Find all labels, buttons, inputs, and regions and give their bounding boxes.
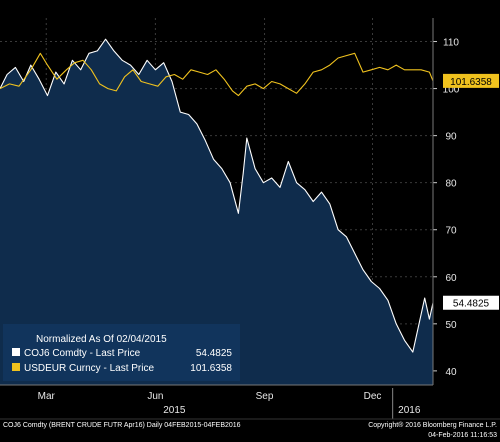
y-tick-label-80: 80	[445, 179, 457, 190]
y-tick-label-70: 70	[445, 226, 457, 237]
y-tick-label-100: 100	[443, 85, 460, 96]
x-axis: Mar Jun Sep Dec 2015 2016	[0, 384, 433, 419]
last-value-tag-2: 101.6358	[450, 77, 492, 88]
last-value-tag-bg-1	[443, 295, 499, 310]
legend: Normalized As Of 02/04/2015 COJ6 Comdty …	[3, 324, 240, 381]
footer-timestamp: 04-Feb-2016 11:16:53	[428, 432, 497, 439]
legend-swatch-coj6	[12, 348, 20, 356]
x-tick-label-sep: Sep	[256, 391, 274, 402]
legend-swatch-usdeur	[12, 363, 20, 371]
x-tick-label-jun: Jun	[147, 391, 163, 402]
plot-area	[0, 38, 434, 385]
y-axis: 40 50 60 70 80 90 100 110	[432, 18, 460, 385]
legend-title: Normalized As Of 02/04/2015	[36, 334, 167, 345]
legend-box	[3, 324, 240, 381]
legend-series-2-value: 101.6358	[190, 363, 232, 374]
series-line-2	[0, 52, 434, 97]
series-line-1	[0, 38, 434, 353]
series-area-1	[0, 39, 433, 385]
legend-series-1-value: 54.4825	[196, 348, 233, 359]
x-tick-label-mar: Mar	[38, 391, 56, 402]
y-tick-label-40: 40	[445, 367, 457, 378]
legend-series-2-name: USDEUR Curncy - Last Price	[24, 363, 154, 374]
x-year-label-2015: 2015	[163, 405, 186, 416]
y-tick-label-50: 50	[445, 320, 457, 331]
footer-left: COJ6 Comdty (BRENT CRUDE FUTR Apr16) Dai…	[3, 422, 241, 429]
footer-copyright: Copyright® 2016 Bloomberg Finance L.P.	[368, 421, 497, 429]
x-tick-label-dec: Dec	[364, 391, 382, 402]
y-tick-label-90: 90	[445, 132, 457, 143]
x-year-label-2016: 2016	[398, 405, 421, 416]
y-tick-label-110: 110	[443, 38, 459, 49]
y-tick-label-60: 60	[445, 273, 457, 284]
legend-series-1-name: COJ6 Comdty - Last Price	[24, 348, 141, 359]
last-value-tags: 54.4825 101.6358	[443, 73, 499, 310]
last-value-tag-1: 54.4825	[453, 299, 490, 310]
last-value-tag-bg-2	[443, 73, 499, 88]
